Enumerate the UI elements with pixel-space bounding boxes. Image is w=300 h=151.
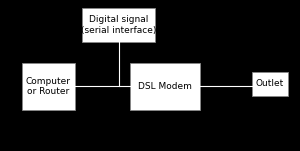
Bar (252, 72, 288, 96)
Text: DSL Modem: DSL Modem (138, 82, 192, 91)
Bar (130, 63, 200, 110)
Text: Computer
or Router: Computer or Router (26, 77, 71, 96)
Bar (22, 63, 75, 110)
Text: Outlet: Outlet (256, 79, 284, 88)
Text: Digital signal
(serial interface): Digital signal (serial interface) (81, 15, 156, 35)
Bar (82, 8, 155, 42)
